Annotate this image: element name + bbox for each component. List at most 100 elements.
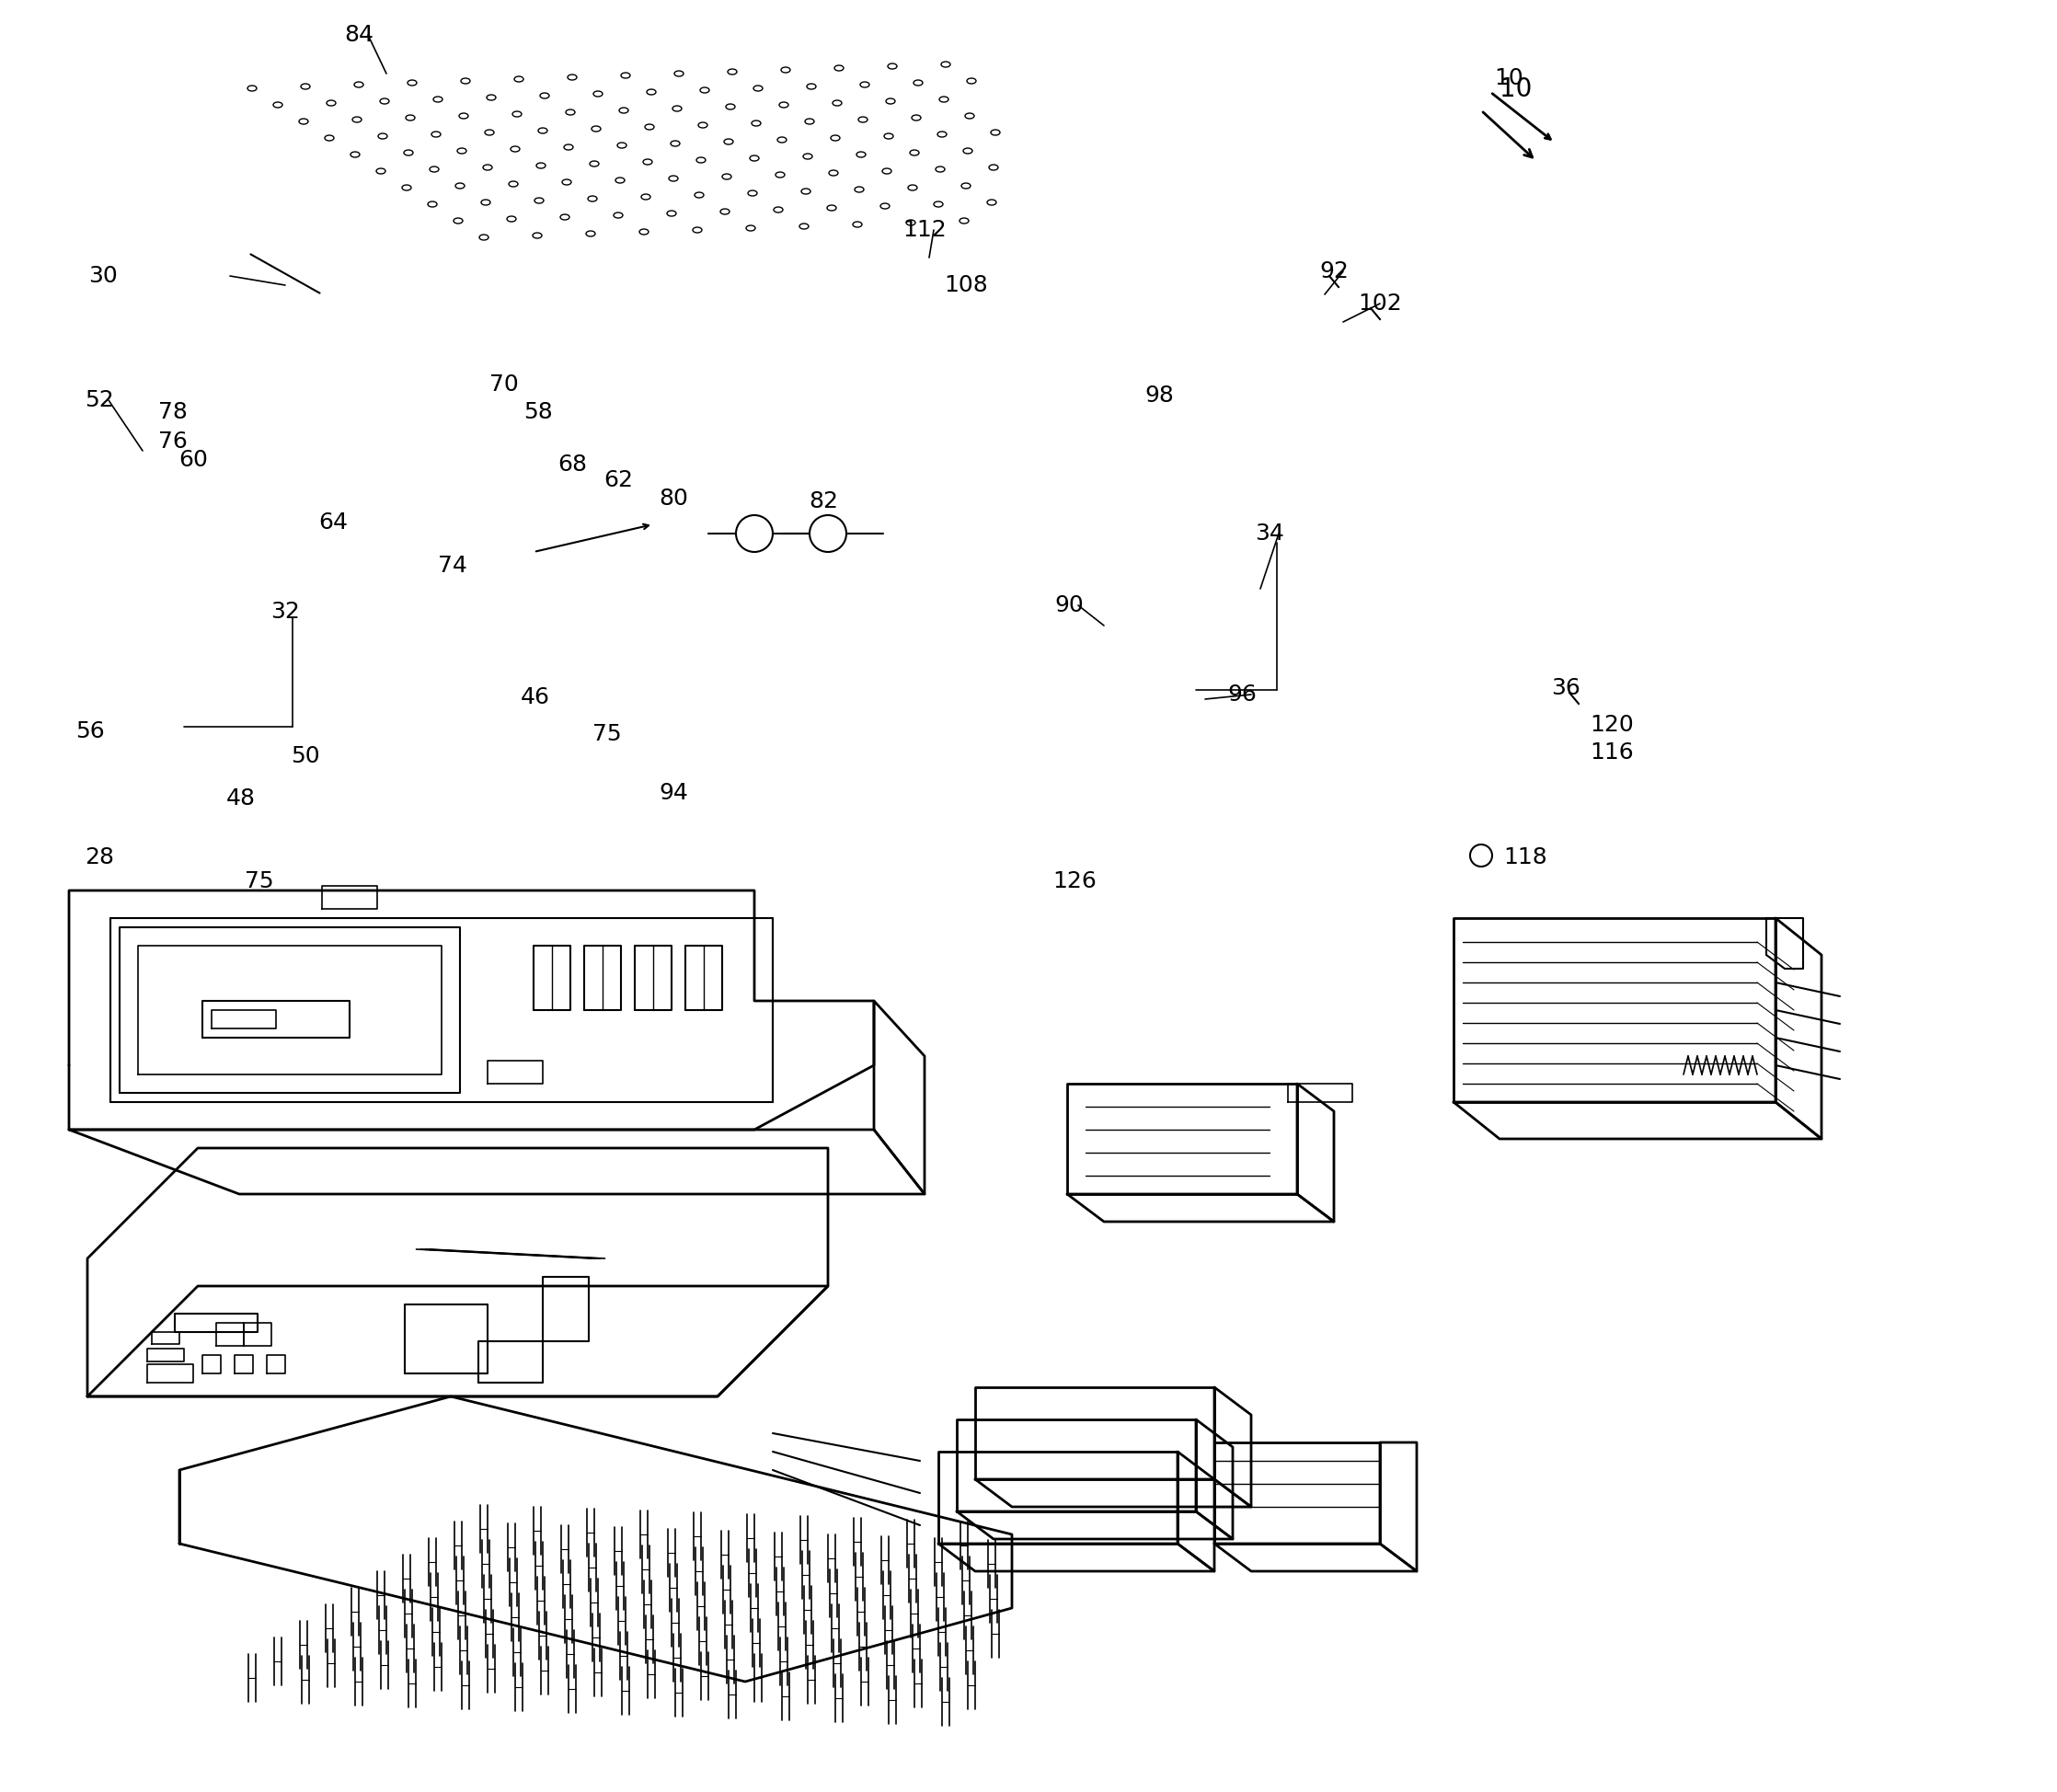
Text: 75: 75 <box>592 722 621 745</box>
Text: 28: 28 <box>84 846 113 869</box>
Ellipse shape <box>695 192 703 197</box>
Text: 46: 46 <box>520 686 549 708</box>
Ellipse shape <box>827 204 837 211</box>
Text: 118: 118 <box>1504 846 1547 869</box>
Ellipse shape <box>457 149 467 154</box>
Ellipse shape <box>644 159 652 165</box>
Text: 108: 108 <box>944 274 987 296</box>
Text: 76: 76 <box>158 430 187 453</box>
Ellipse shape <box>640 229 648 235</box>
Text: 50: 50 <box>290 745 321 767</box>
Text: 62: 62 <box>603 470 634 491</box>
Text: 96: 96 <box>1228 683 1257 706</box>
Ellipse shape <box>506 217 516 222</box>
Ellipse shape <box>963 149 973 154</box>
Circle shape <box>736 514 773 552</box>
Text: 70: 70 <box>490 373 518 396</box>
Text: 64: 64 <box>319 511 348 534</box>
Ellipse shape <box>934 201 942 208</box>
Ellipse shape <box>833 100 841 106</box>
Ellipse shape <box>800 224 808 229</box>
Ellipse shape <box>854 186 864 192</box>
Text: 52: 52 <box>84 389 113 410</box>
Ellipse shape <box>747 226 755 231</box>
Ellipse shape <box>831 134 839 142</box>
Text: 80: 80 <box>658 487 687 509</box>
Ellipse shape <box>856 152 866 158</box>
Ellipse shape <box>720 210 730 215</box>
Text: 30: 30 <box>88 265 117 287</box>
Text: 36: 36 <box>1551 677 1580 699</box>
Ellipse shape <box>854 222 862 228</box>
Ellipse shape <box>991 129 1000 134</box>
Ellipse shape <box>479 235 488 240</box>
Ellipse shape <box>885 133 893 140</box>
Text: 75: 75 <box>245 871 274 892</box>
Ellipse shape <box>568 75 576 81</box>
Ellipse shape <box>617 143 627 149</box>
Ellipse shape <box>592 91 603 97</box>
Ellipse shape <box>403 151 413 156</box>
Ellipse shape <box>564 145 574 151</box>
Ellipse shape <box>989 165 998 170</box>
Ellipse shape <box>753 86 763 91</box>
Ellipse shape <box>405 115 416 120</box>
Ellipse shape <box>780 102 788 108</box>
Ellipse shape <box>560 215 570 220</box>
Ellipse shape <box>430 167 438 172</box>
Ellipse shape <box>835 65 843 72</box>
Ellipse shape <box>586 231 594 237</box>
Ellipse shape <box>488 95 496 100</box>
Ellipse shape <box>726 104 734 109</box>
Ellipse shape <box>483 165 492 170</box>
Ellipse shape <box>432 131 440 136</box>
Ellipse shape <box>562 179 572 185</box>
Ellipse shape <box>514 77 522 82</box>
Ellipse shape <box>646 124 654 129</box>
Ellipse shape <box>699 88 710 93</box>
Ellipse shape <box>673 106 681 111</box>
Ellipse shape <box>880 202 889 210</box>
Ellipse shape <box>453 219 463 224</box>
Ellipse shape <box>459 113 469 118</box>
Ellipse shape <box>911 115 922 120</box>
Ellipse shape <box>965 113 975 118</box>
Ellipse shape <box>407 81 418 86</box>
Ellipse shape <box>693 228 701 233</box>
Text: 32: 32 <box>272 600 300 624</box>
Text: 90: 90 <box>1055 595 1084 616</box>
Ellipse shape <box>350 152 360 158</box>
Ellipse shape <box>325 134 333 142</box>
Text: 56: 56 <box>76 720 105 742</box>
Ellipse shape <box>512 111 522 116</box>
Ellipse shape <box>669 176 679 181</box>
Ellipse shape <box>590 161 599 167</box>
Ellipse shape <box>889 63 897 70</box>
Ellipse shape <box>940 97 948 102</box>
Text: 74: 74 <box>438 556 467 577</box>
Ellipse shape <box>675 72 683 77</box>
Ellipse shape <box>247 86 257 91</box>
Ellipse shape <box>646 90 656 95</box>
Ellipse shape <box>510 147 520 152</box>
Ellipse shape <box>938 131 946 136</box>
Ellipse shape <box>376 168 385 174</box>
Text: 68: 68 <box>557 453 586 475</box>
Ellipse shape <box>806 84 817 90</box>
Ellipse shape <box>621 73 629 79</box>
Ellipse shape <box>274 102 282 108</box>
Ellipse shape <box>887 99 895 104</box>
Ellipse shape <box>778 136 786 143</box>
Ellipse shape <box>882 168 891 174</box>
Ellipse shape <box>508 181 518 186</box>
Ellipse shape <box>642 194 650 199</box>
Text: 98: 98 <box>1144 385 1175 407</box>
Ellipse shape <box>588 195 597 201</box>
Ellipse shape <box>697 122 708 127</box>
Ellipse shape <box>327 100 335 106</box>
Ellipse shape <box>959 219 969 224</box>
Ellipse shape <box>749 190 757 195</box>
Ellipse shape <box>619 108 627 113</box>
Text: 120: 120 <box>1590 713 1633 737</box>
Ellipse shape <box>401 185 411 190</box>
